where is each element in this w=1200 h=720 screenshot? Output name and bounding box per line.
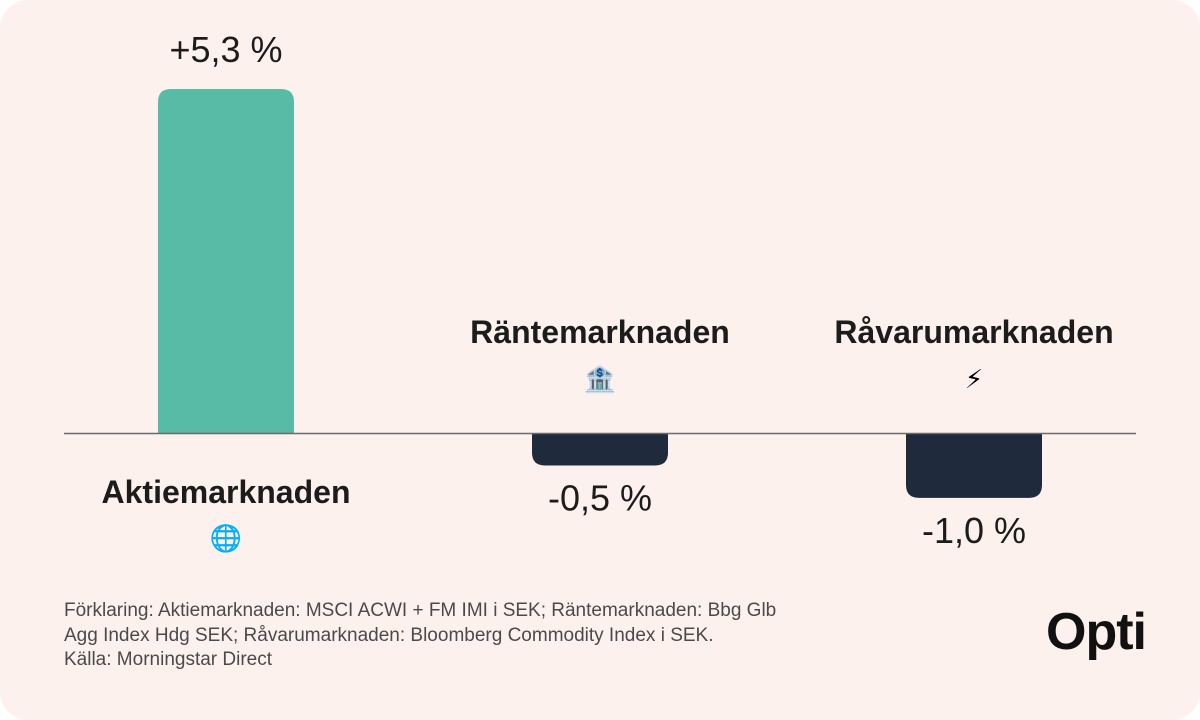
value-label-ravarumarknaden: -1,0 % <box>922 510 1026 551</box>
opti-logo: Opti <box>1046 603 1147 661</box>
footnote: Förklaring: Aktiemarknaden: MSCI ACWI + … <box>64 599 924 673</box>
bar-rantemarknaden <box>532 433 668 466</box>
footnote-line-1: Förklaring: Aktiemarknaden: MSCI ACWI + … <box>64 600 777 621</box>
bank-icon: 🏦 <box>584 364 616 395</box>
bar-aktiemarknaden <box>158 89 294 433</box>
lightning-icon: ⚡ <box>965 365 983 395</box>
footnote-source: Källa: Morningstar Direct <box>64 649 273 670</box>
globe-icon: 🌐 <box>210 523 242 554</box>
value-label-aktiemarknaden: +5,3 % <box>169 29 282 70</box>
category-label-aktiemarknaden: Aktiemarknaden <box>102 474 351 510</box>
category-label-rantemarknaden: Räntemarknaden <box>470 314 730 350</box>
bar-ravarumarknaden <box>906 433 1042 498</box>
footnote-line-2: Agg Index Hdg SEK; Råvarumarknaden: Bloo… <box>64 624 714 646</box>
category-label-ravarumarknaden: Råvarumarknaden <box>834 314 1113 350</box>
value-label-rantemarknaden: -0,5 % <box>548 477 652 518</box>
